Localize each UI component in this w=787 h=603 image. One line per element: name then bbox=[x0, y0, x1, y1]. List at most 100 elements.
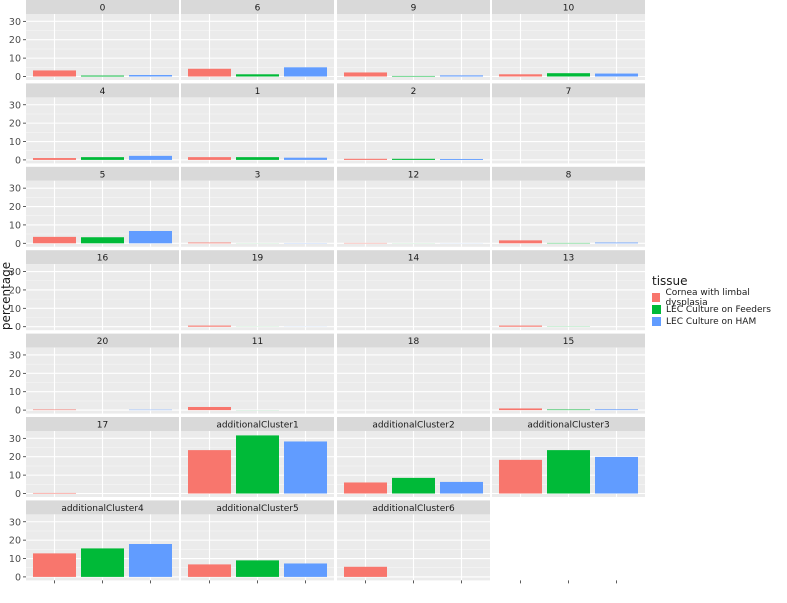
y-tick-label: 30 bbox=[9, 267, 21, 278]
facet-additionalcluster1-title: additionalCluster1 bbox=[216, 421, 298, 431]
facet-11-bar-1 bbox=[188, 406, 231, 411]
facet-additionalcluster5-strip bbox=[181, 500, 334, 515]
y-tick-label: 20 bbox=[9, 119, 21, 130]
facet-16-title: 16 bbox=[97, 254, 109, 264]
facet-additionalcluster5-bar-3 bbox=[284, 563, 327, 577]
legend-label-cornea: Cornea with limbal dysplasia bbox=[665, 287, 750, 308]
facet-2-bar-3 bbox=[440, 158, 483, 160]
facet-3-strip bbox=[181, 166, 334, 181]
facet-7-strip bbox=[492, 83, 645, 98]
facet-9-bar-2 bbox=[392, 75, 435, 77]
facet-5-title: 5 bbox=[100, 170, 106, 180]
facet-additionalcluster1-bar-2 bbox=[236, 435, 279, 494]
facet-18-strip bbox=[337, 333, 490, 348]
facet-additionalcluster6-title: additionalCluster6 bbox=[372, 504, 455, 514]
facet-12-title: 12 bbox=[408, 170, 419, 180]
y-tick-label: 10 bbox=[9, 137, 21, 148]
facet-15-bar-2 bbox=[547, 409, 590, 411]
y-tick-label: 0 bbox=[15, 155, 21, 166]
facet-additionalcluster6-strip bbox=[337, 500, 490, 515]
facet-14-title: 14 bbox=[408, 254, 420, 264]
facet-9-bar-3 bbox=[440, 75, 483, 77]
facet-20-title: 20 bbox=[97, 337, 109, 347]
facet-additionalcluster3-bar-2 bbox=[547, 450, 590, 494]
facet-10-bar-3 bbox=[595, 73, 638, 77]
legend-swatch-ham bbox=[652, 317, 661, 326]
facet-3-bar-1 bbox=[188, 242, 231, 244]
y-tick-label: 20 bbox=[9, 285, 21, 296]
facet-additionalcluster5-bar-2 bbox=[236, 560, 279, 577]
legend-swatch-cornea bbox=[652, 293, 661, 302]
legend-item-cornea: Cornea with limbal dysplasia bbox=[652, 288, 787, 308]
facet-19-title: 19 bbox=[252, 254, 264, 264]
y-tick-label: 0 bbox=[15, 72, 21, 83]
facet-1-bar-2 bbox=[236, 157, 279, 160]
facet-1-bar-3 bbox=[284, 157, 327, 160]
facet-8-bar-3 bbox=[595, 242, 638, 244]
y-tick-label: 20 bbox=[9, 35, 21, 46]
legend: tissue Cornea with limbal dysplasia LEC … bbox=[652, 274, 787, 328]
facet-1-bar-1 bbox=[188, 157, 231, 160]
facet-additionalcluster2-bar-1 bbox=[344, 482, 387, 494]
facet-8-title: 8 bbox=[566, 170, 572, 180]
facet-9-bar-1 bbox=[344, 72, 387, 77]
facet-additionalcluster4-bar-1 bbox=[33, 553, 76, 577]
facet-6-bar-2 bbox=[236, 74, 279, 77]
facet-additionalcluster2-bar-3 bbox=[440, 481, 483, 494]
facet-15-bar-1 bbox=[499, 408, 542, 411]
facet-6-bar-3 bbox=[284, 67, 327, 77]
y-tick-label: 10 bbox=[9, 220, 21, 231]
facet-8-strip bbox=[492, 166, 645, 181]
facet-0-title: 0 bbox=[100, 4, 106, 14]
y-tick-label: 10 bbox=[9, 554, 21, 565]
y-tick-label: 20 bbox=[9, 369, 21, 380]
facet-4-bar-1 bbox=[33, 158, 76, 160]
facet-18-title: 18 bbox=[408, 337, 420, 347]
facet-additionalcluster2-strip bbox=[337, 417, 490, 431]
y-tick-label: 30 bbox=[9, 184, 21, 195]
facet-15-title: 15 bbox=[563, 337, 574, 347]
facet-9-title: 9 bbox=[411, 4, 417, 14]
facet-additionalcluster5-bar-1 bbox=[188, 564, 231, 577]
facet-7-title: 7 bbox=[566, 87, 572, 97]
legend-item-feeders: LEC Culture on Feeders bbox=[652, 304, 787, 315]
y-tick-label: 10 bbox=[9, 54, 21, 65]
facet-10-title: 10 bbox=[563, 4, 575, 14]
facet-17-strip bbox=[26, 417, 179, 431]
facet-15-bar-3 bbox=[595, 409, 638, 411]
facet-0-bar-3 bbox=[129, 75, 172, 77]
y-tick-label: 10 bbox=[9, 471, 21, 482]
y-tick-label: 30 bbox=[9, 17, 21, 28]
facet-1-title: 1 bbox=[255, 87, 261, 97]
y-tick-label: 30 bbox=[9, 434, 21, 445]
facet-1-strip bbox=[181, 83, 334, 98]
facet-additionalcluster4-strip bbox=[26, 500, 179, 515]
facet-3-title: 3 bbox=[255, 170, 261, 180]
facet-17-title: 17 bbox=[97, 421, 108, 431]
facet-19-bar-1 bbox=[188, 325, 231, 327]
facet-5-bar-2 bbox=[81, 237, 124, 244]
facet-additionalcluster3-bar-1 bbox=[499, 459, 542, 494]
facet-additionalcluster4-bar-3 bbox=[129, 543, 172, 577]
facet-additionalcluster3-bar-3 bbox=[595, 456, 638, 494]
facet-6-bar-1 bbox=[188, 68, 231, 77]
facet-10-bar-2 bbox=[547, 73, 590, 77]
facet-20-bar-1 bbox=[33, 409, 76, 411]
y-axis-label: percentage bbox=[0, 262, 13, 330]
facet-2-bar-2 bbox=[392, 158, 435, 160]
facet-4-strip bbox=[26, 83, 179, 98]
legend-label-ham: LEC Culture on HAM bbox=[666, 316, 757, 327]
facet-2-strip bbox=[337, 83, 490, 98]
facet-13-strip bbox=[492, 250, 645, 265]
legend-swatch-feeders bbox=[652, 305, 661, 314]
facet-additionalcluster4-title: additionalCluster4 bbox=[61, 504, 144, 514]
facet-additionalcluster1-bar-1 bbox=[188, 450, 231, 494]
facet-6-strip bbox=[181, 0, 334, 14]
facet-13-bar-1 bbox=[499, 325, 542, 327]
facet-4-title: 4 bbox=[100, 87, 106, 97]
facet-additionalcluster2-title: additionalCluster2 bbox=[372, 421, 454, 431]
facet-additionalcluster4-bar-2 bbox=[81, 548, 124, 577]
facet-11-strip bbox=[181, 333, 334, 348]
y-tick-label: 0 bbox=[15, 572, 21, 583]
y-tick-label: 0 bbox=[15, 489, 21, 500]
